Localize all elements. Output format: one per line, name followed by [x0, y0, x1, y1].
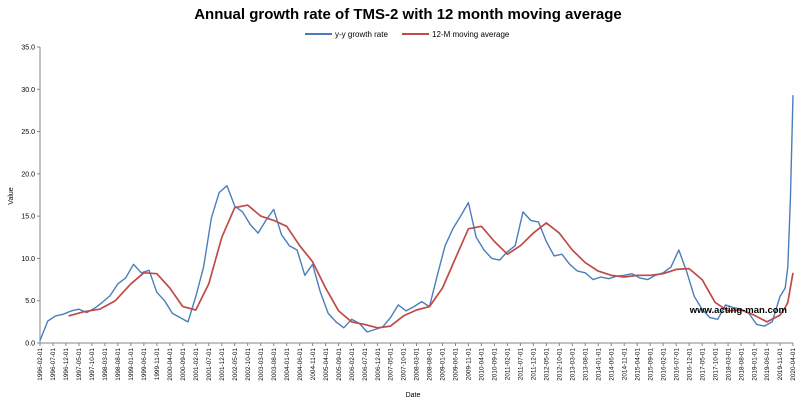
x-tick-label: 2000-09-01 [180, 348, 187, 381]
y-axis-ticks: 0.0 5.0 10.0 15.0 20.0 25.0 30.0 35.0 [21, 45, 40, 348]
x-tick-label: 1996-07-01 [50, 348, 57, 381]
x-tick-label: 2012-05-01 [544, 348, 551, 381]
x-tick-label: 2015-04-01 [634, 348, 641, 381]
x-tick-label: 2000-04-01 [167, 348, 174, 381]
x-tick-label: 2003-08-01 [271, 348, 278, 381]
x-axis-title: Date [406, 392, 421, 399]
x-tick-label: 2019-01-01 [751, 348, 758, 381]
x-tick-label: 2003-03-01 [258, 348, 265, 381]
legend-label-yy-growth: y-y growth rate [335, 30, 388, 39]
series-line-yy-growth [39, 95, 794, 341]
x-tick-label: 2019-06-01 [764, 348, 771, 381]
y-tick-label: 0.0 [25, 341, 35, 348]
series-line-moving-average [68, 204, 794, 329]
y-tick-label: 15.0 [21, 214, 35, 221]
x-tick-label: 1996-12-01 [63, 348, 70, 381]
x-tick-label: 2017-05-01 [699, 348, 706, 381]
x-tick-label: 2001-07-01 [206, 348, 213, 381]
x-tick-label: 2001-12-01 [219, 348, 226, 381]
watermark-url: www.acting-man.com [689, 305, 787, 316]
x-tick-label: 2014-11-01 [621, 348, 628, 381]
y-tick-label: 10.0 [21, 256, 35, 263]
legend-label-moving-average: 12-M moving average [432, 30, 510, 39]
x-tick-label: 2004-01-01 [284, 348, 291, 381]
x-tick-label: 2017-10-01 [712, 348, 719, 381]
y-tick-label: 30.0 [21, 87, 35, 94]
x-tick-label: 2020-04-01 [790, 348, 797, 381]
x-tick-label: 2005-09-01 [336, 348, 343, 381]
x-tick-label: 2006-12-01 [375, 348, 382, 381]
x-tick-label: 2011-02-01 [505, 348, 512, 381]
x-tick-label: 2007-10-01 [401, 348, 408, 381]
chart-title: Annual growth rate of TMS-2 with 12 mont… [194, 6, 622, 23]
x-tick-label: 1997-05-01 [76, 348, 83, 381]
x-tick-label: 2005-04-01 [323, 348, 330, 381]
x-tick-label: 1998-08-01 [115, 348, 122, 381]
y-axis-title: Value [8, 187, 15, 204]
x-tick-label: 2002-05-01 [232, 348, 239, 381]
x-tick-label: 2006-02-01 [349, 348, 356, 381]
x-tick-label: 1997-10-01 [89, 348, 96, 381]
x-tick-label: 2010-09-01 [492, 348, 499, 381]
y-tick-label: 5.0 [25, 298, 35, 305]
x-tick-label: 2013-03-01 [569, 348, 576, 381]
x-tick-label: 1999-06-01 [141, 348, 148, 381]
x-tick-label: 2014-06-01 [608, 348, 615, 381]
x-tick-label: 2007-05-01 [388, 348, 395, 381]
y-tick-label: 25.0 [21, 129, 35, 136]
x-tick-label: 1999-01-01 [128, 348, 135, 381]
x-tick-label: 2016-02-01 [660, 348, 667, 381]
x-tick-label: 2009-06-01 [453, 348, 460, 381]
x-tick-label: 2019-11-01 [777, 348, 784, 381]
x-tick-label: 2018-03-01 [725, 348, 732, 381]
x-tick-label: 2002-10-01 [245, 348, 252, 381]
x-axis-ticks: 1996-02-01 1996-07-01 1996-12-01 1997-05-01… [37, 343, 797, 381]
x-tick-label: 2016-07-01 [673, 348, 680, 381]
x-tick-label: 2004-06-01 [297, 348, 304, 381]
legend: y-y growth rate 12-M moving average [305, 30, 510, 39]
x-tick-label: 2012-10-01 [557, 348, 564, 381]
x-tick-label: 1999-11-01 [154, 348, 161, 381]
x-tick-label: 2010-04-01 [479, 348, 486, 381]
x-tick-label: 2014-01-01 [595, 348, 602, 381]
x-tick-label: 2001-02-01 [193, 348, 200, 381]
x-tick-label: 1998-03-01 [102, 348, 109, 381]
x-tick-label: 2016-12-01 [686, 348, 693, 381]
x-tick-label: 2011-07-01 [518, 348, 525, 381]
x-tick-label: 2006-07-01 [362, 348, 369, 381]
x-tick-label: 2015-09-01 [647, 348, 654, 381]
x-tick-label: 2004-11-01 [310, 348, 317, 381]
x-tick-label: 2008-03-01 [414, 348, 421, 381]
x-tick-label: 2011-12-01 [531, 348, 538, 381]
y-tick-label: 20.0 [21, 171, 35, 178]
x-tick-label: 2009-01-01 [440, 348, 447, 381]
y-tick-label: 35.0 [21, 45, 35, 52]
x-tick-label: 2013-08-01 [582, 348, 589, 381]
series-layer [39, 95, 794, 341]
x-tick-label: 2008-08-01 [427, 348, 434, 381]
x-tick-label: 1996-02-01 [37, 348, 44, 381]
x-tick-label: 2009-11-01 [466, 348, 473, 381]
x-tick-label: 2018-08-01 [738, 348, 745, 381]
